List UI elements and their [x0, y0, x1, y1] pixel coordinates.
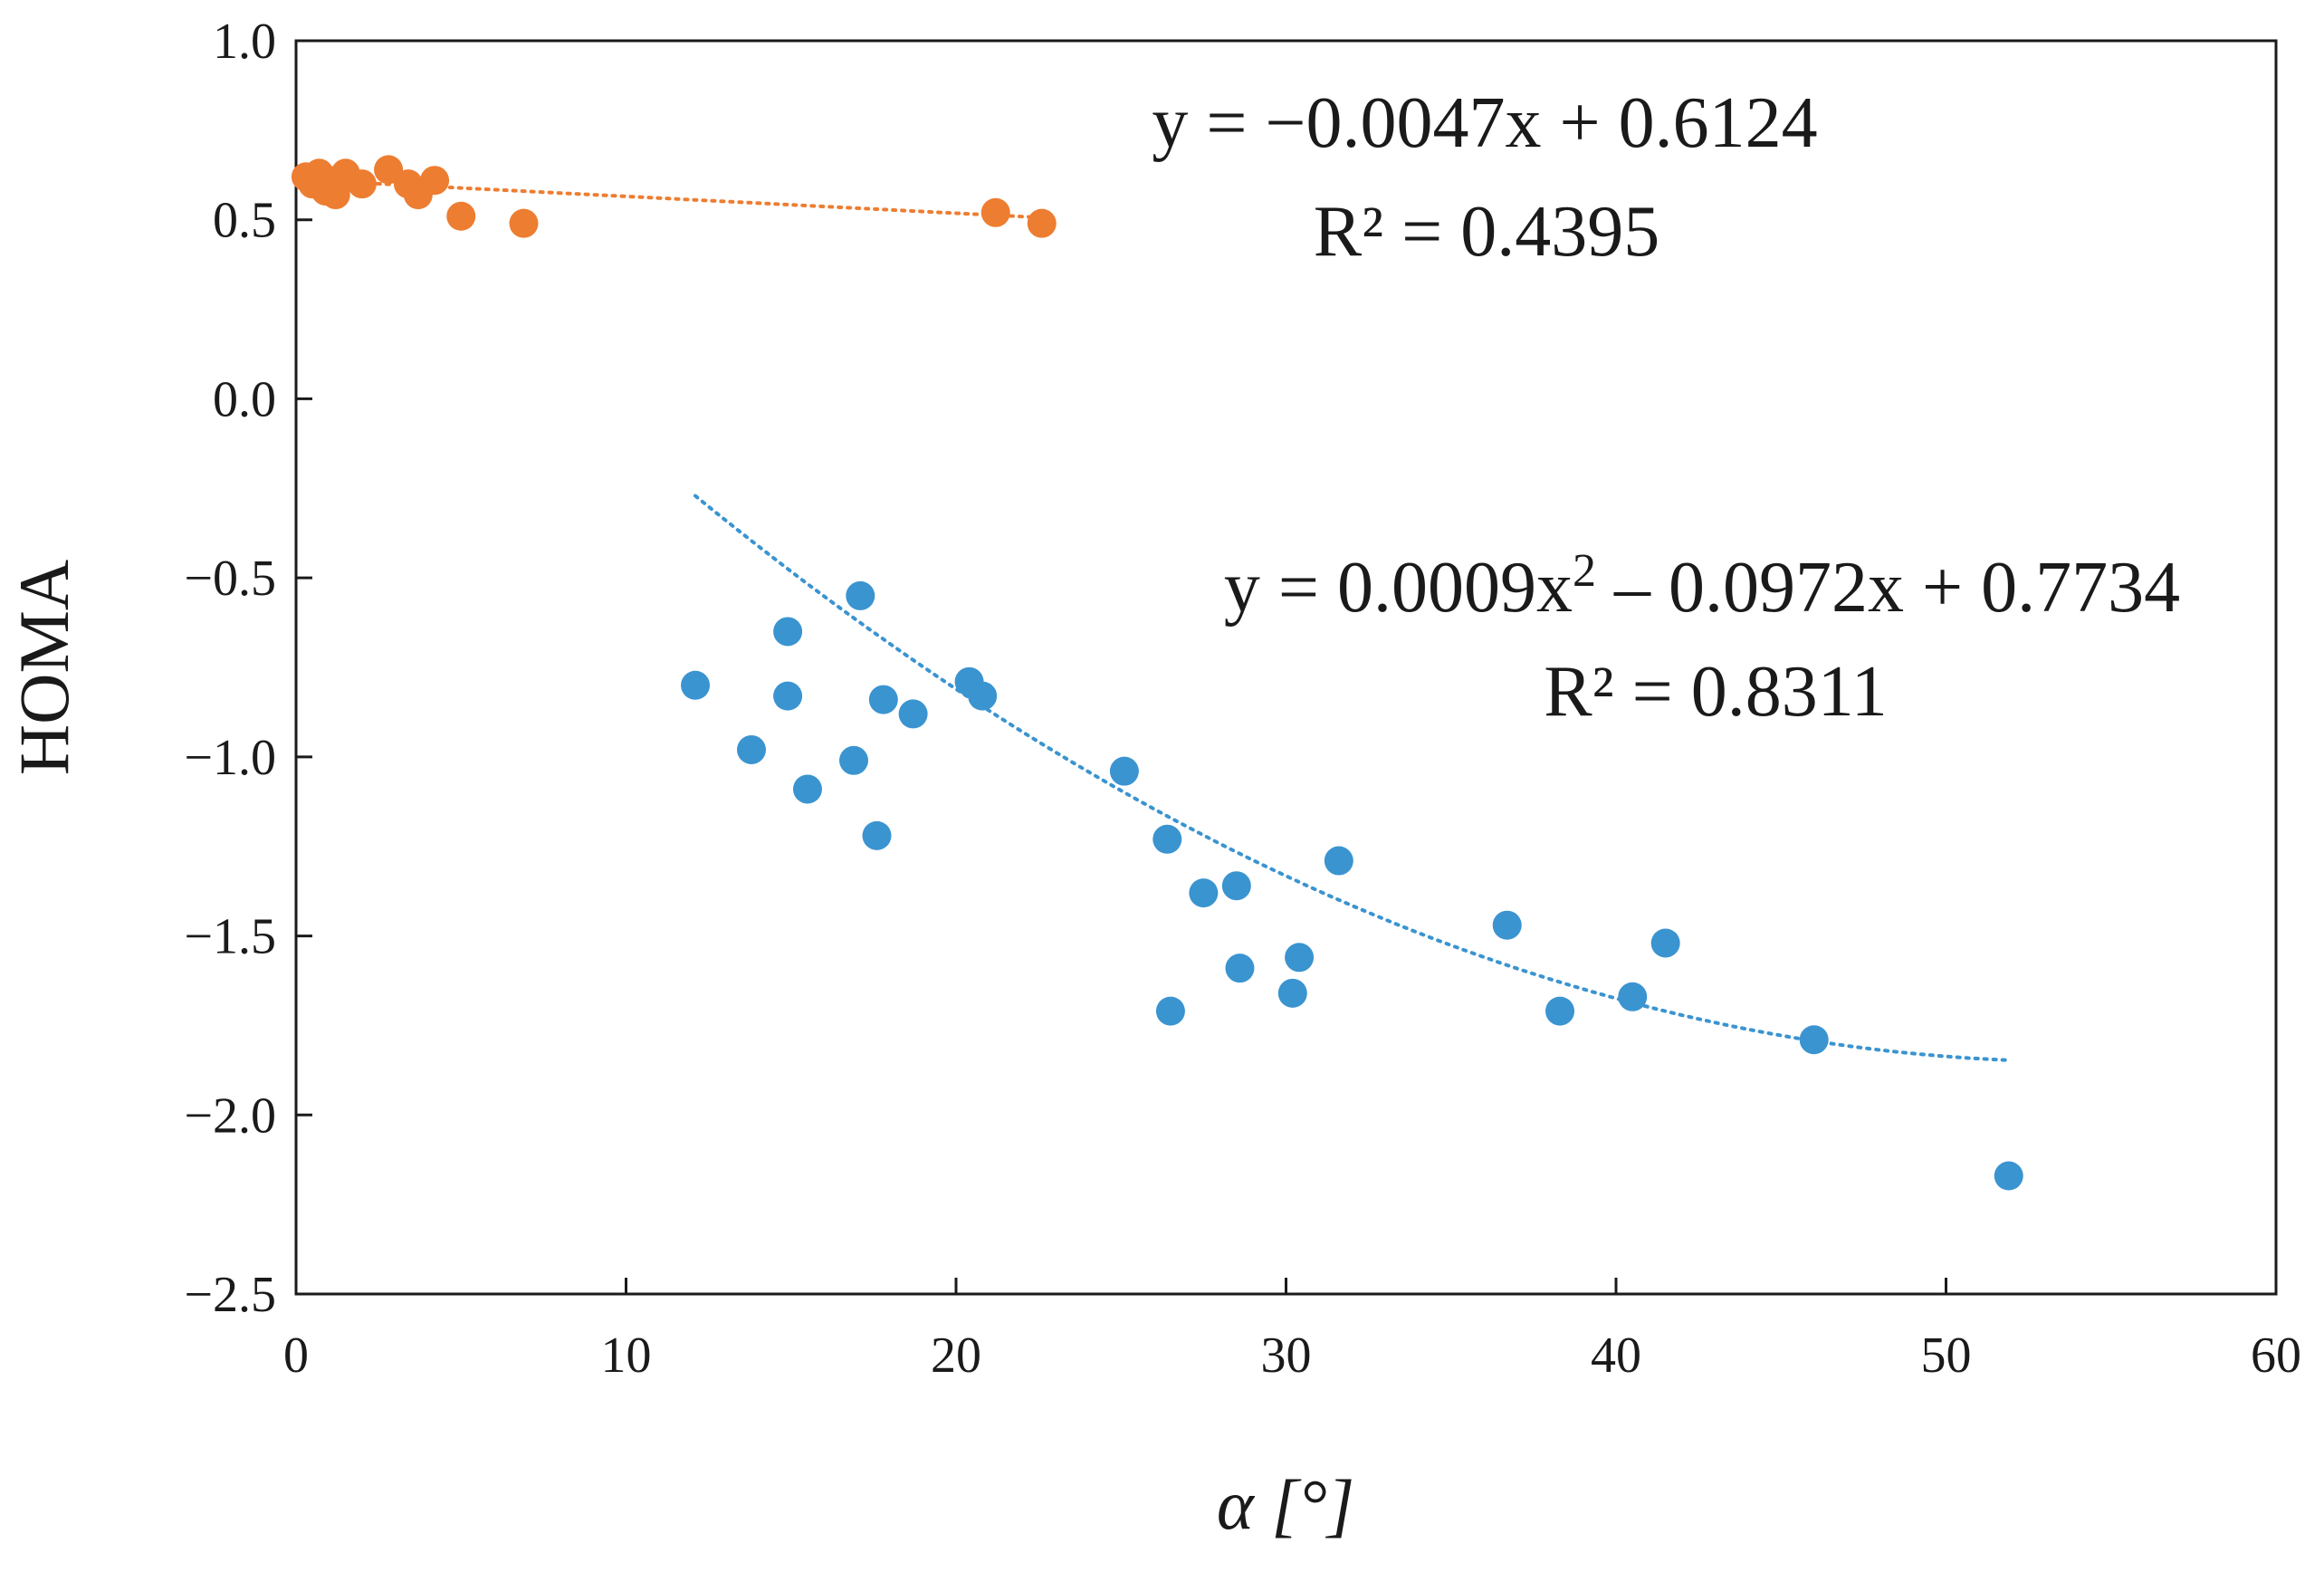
blue-data-point [846, 580, 875, 610]
blue-data-point [1277, 978, 1307, 1008]
trendlines [294, 177, 2011, 1062]
x-axis-ticks: 0 10 20 30 40 50 60 [283, 1278, 2301, 1384]
y-tick-label: −0.5 [184, 551, 276, 607]
y-tick-label: −1.0 [184, 730, 276, 786]
y-tick-label: −2.5 [184, 1267, 276, 1323]
blue-data-point [1618, 982, 1648, 1011]
y-axis-title: HOMA [5, 560, 83, 775]
blue-data-point [1545, 996, 1575, 1026]
blue-data-point [868, 685, 898, 714]
orange-data-point [420, 166, 450, 196]
y-tick-label: −1.5 [184, 909, 276, 965]
orange-trend-r2: R² = 0.4395 [1314, 192, 1659, 272]
orange-trendline [294, 177, 1044, 220]
blue-data-point [1285, 943, 1315, 973]
blue-data-point [968, 681, 998, 711]
orange-data-point [980, 197, 1010, 227]
blue-data-point [1109, 756, 1139, 786]
plot-area-frame [294, 39, 2278, 1296]
orange-data-point [446, 201, 476, 231]
blue-data-point [1324, 846, 1353, 876]
blue-data-point [1650, 928, 1680, 958]
blue-data-point [1189, 878, 1219, 908]
orange-trend-equation: y = −0.0047x + 0.6124 [1152, 83, 1817, 163]
blue-trend-r2: R² = 0.8311 [1544, 652, 1888, 732]
blue-data-point [681, 670, 711, 700]
blue-data-point [1155, 996, 1185, 1026]
blue-data-point [1994, 1161, 2023, 1191]
blue-data-point [898, 699, 928, 729]
blue-data-point [792, 774, 822, 804]
y-axis-ticks: 1.0 0.5 0.0 −0.5 −1.0 −1.5 −2.0 −2.5 [184, 14, 312, 1323]
blue-data-point [773, 681, 803, 711]
blue-data-point [773, 617, 803, 647]
x-tick-label: 60 [2251, 1328, 2301, 1384]
orange-data-point [1027, 208, 1057, 238]
x-tick-label: 50 [1921, 1328, 1972, 1384]
x-tick-label: 10 [601, 1328, 652, 1384]
blue-data-point [1152, 824, 1182, 854]
blue-data-point [1225, 954, 1255, 983]
data-points [291, 155, 2023, 1191]
y-tick-label: −2.0 [184, 1088, 276, 1144]
blue-trend-equation-prefix: y = 0.0009x [1224, 548, 1573, 628]
x-tick-label: 20 [931, 1328, 981, 1384]
x-tick-label: 30 [1261, 1328, 1312, 1384]
blue-trendline [693, 494, 2011, 1062]
x-axis-title: α [°] [1217, 1465, 1354, 1544]
blue-data-point [737, 734, 767, 764]
blue-trend-equation: y = 0.0009x2 – 0.0972x + 0.7734 [1224, 545, 2180, 628]
x-tick-label: 40 [1591, 1328, 1641, 1384]
blue-data-point [1492, 910, 1522, 940]
blue-data-point [1221, 871, 1251, 901]
blue-trend-equation-exponent: 2 [1573, 545, 1596, 597]
y-tick-label: 1.0 [213, 14, 276, 70]
blue-data-point [862, 820, 892, 850]
blue-data-point [1799, 1025, 1829, 1055]
orange-data-point [509, 208, 539, 238]
x-tick-label: 0 [283, 1328, 309, 1384]
blue-data-point [839, 745, 869, 775]
blue-trend-equation-suffix: – 0.0972x + 0.7734 [1596, 548, 2180, 628]
orange-data-point [347, 169, 377, 199]
y-tick-label: 0.5 [213, 193, 276, 249]
y-tick-label: 0.0 [213, 371, 276, 427]
